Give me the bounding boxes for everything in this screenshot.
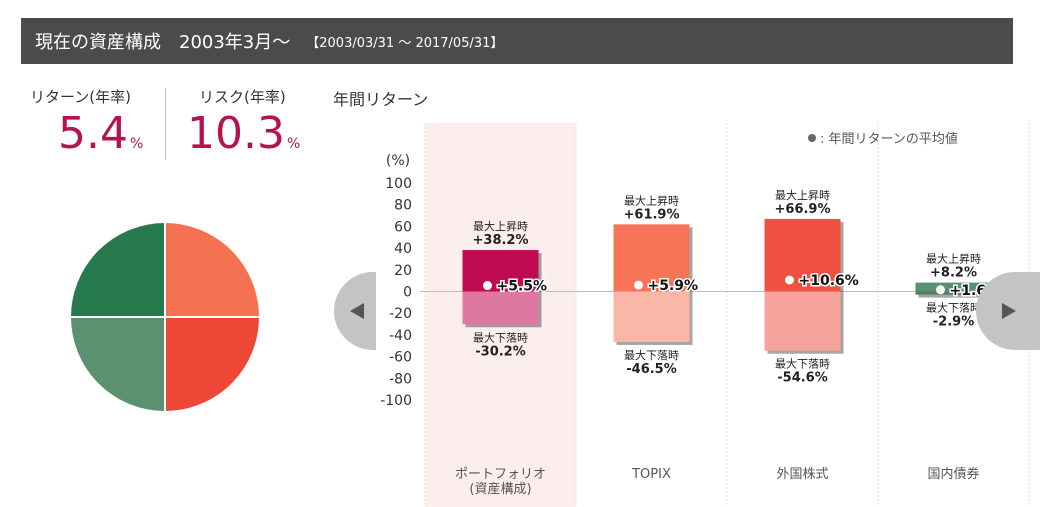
risk-unit: % bbox=[286, 136, 301, 152]
avg-value-label: +5.9% bbox=[648, 278, 699, 294]
bar-min-0 bbox=[462, 291, 539, 325]
category-label: ポートフォリオ bbox=[455, 467, 546, 482]
category-label: 外国株式 bbox=[776, 467, 828, 482]
bar-max-3 bbox=[915, 282, 992, 292]
max-caption: 最大上昇時 bbox=[473, 219, 528, 233]
min-caption: 最大下落時 bbox=[926, 301, 981, 315]
max-value-label: +66.9% bbox=[775, 202, 831, 217]
return-metric: リターン(年率) 5.4% bbox=[30, 86, 143, 159]
y-tick-label: 80 bbox=[394, 198, 412, 214]
y-tick-label: -40 bbox=[389, 328, 412, 344]
annual-return-title: 年間リターン bbox=[333, 90, 429, 109]
max-value-label: +38.2% bbox=[473, 233, 529, 248]
avg-dot bbox=[634, 280, 643, 290]
pie-slice-3 bbox=[68, 220, 166, 318]
category-label: TOPIX bbox=[631, 467, 671, 482]
return-value: 5.4 bbox=[58, 108, 128, 159]
bar-min-2 bbox=[764, 291, 841, 351]
bar-shadow bbox=[918, 294, 995, 298]
max-caption: 最大上昇時 bbox=[624, 193, 679, 207]
header-bar: 現在の資産構成 2003年3月〜 【2003/03/31 〜 2017/05/3… bbox=[21, 18, 1013, 64]
category-label: 国内債券 bbox=[927, 466, 979, 482]
avg-value-label: +10.6% bbox=[799, 273, 859, 289]
bar-max-1 bbox=[613, 224, 690, 292]
max-caption: 最大上昇時 bbox=[775, 188, 830, 202]
risk-label: リスク(年率) bbox=[199, 88, 286, 106]
min-value-label: -2.9% bbox=[933, 315, 974, 330]
chevron-right-icon bbox=[1002, 303, 1016, 319]
return-label: リターン(年率) bbox=[30, 88, 131, 106]
return-value-wrap: 5.4% bbox=[58, 108, 143, 159]
next-button[interactable] bbox=[976, 272, 1040, 350]
risk-metric: リスク(年率) 10.3% bbox=[187, 86, 300, 159]
y-tick-label: -80 bbox=[389, 371, 412, 387]
allocation-pie-chart bbox=[68, 220, 262, 414]
date-range: 【2003/03/31 〜 2017/05/31】 bbox=[306, 35, 504, 51]
pie-slice-2 bbox=[68, 316, 166, 414]
min-value-label: -30.2% bbox=[475, 344, 526, 359]
period-start: 2003年3月〜 bbox=[179, 32, 291, 53]
return-unit: % bbox=[129, 136, 144, 152]
avg-dot bbox=[483, 281, 492, 291]
y-tick-label: -100 bbox=[380, 393, 412, 409]
y-tick-label: 100 bbox=[385, 176, 412, 192]
avg-dot bbox=[785, 275, 794, 285]
min-value-label: -54.6% bbox=[777, 371, 828, 386]
bar-max-2 bbox=[764, 218, 841, 292]
annual-return-chart: (%) 100 80 60 40 20 0 -20 -40 -60 -80 -100 : 年間リターンの… bbox=[380, 123, 1030, 507]
max-caption: 最大上昇時 bbox=[926, 252, 981, 266]
min-caption: 最大下落時 bbox=[624, 348, 679, 362]
page-title: 現在の資産構成 bbox=[35, 32, 161, 53]
y-tick-label: -60 bbox=[389, 350, 412, 366]
legend-dot bbox=[808, 134, 816, 142]
y-tick-label: 20 bbox=[394, 263, 412, 279]
legend-text: : 年間リターンの平均値 bbox=[820, 131, 958, 147]
y-tick-label: 40 bbox=[394, 241, 412, 257]
max-value-label: +61.9% bbox=[624, 207, 680, 222]
bar-min-1 bbox=[613, 291, 690, 342]
chevron-left-icon bbox=[350, 303, 364, 319]
min-caption: 最大下落時 bbox=[473, 330, 528, 344]
avg-dot bbox=[936, 285, 945, 295]
pie-slice-0 bbox=[164, 220, 262, 318]
y-axis-unit: (%) bbox=[386, 153, 410, 169]
pie-slice-1 bbox=[164, 316, 262, 414]
metric-divider bbox=[165, 88, 166, 160]
min-value-label: -46.5% bbox=[626, 362, 677, 377]
bar-max-0 bbox=[462, 250, 539, 292]
category-sublabel: (資産構成) bbox=[469, 481, 531, 497]
min-caption: 最大下落時 bbox=[775, 357, 830, 371]
max-value-label: +8.2% bbox=[930, 266, 977, 281]
risk-value-wrap: 10.3% bbox=[187, 108, 300, 159]
y-tick-label: -20 bbox=[389, 306, 412, 322]
avg-value-label: +5.5% bbox=[497, 279, 548, 295]
risk-value: 10.3 bbox=[187, 108, 285, 159]
y-tick-label: 0 bbox=[403, 285, 412, 301]
y-tick-label: 60 bbox=[394, 219, 412, 235]
bar-min-3 bbox=[915, 291, 992, 295]
